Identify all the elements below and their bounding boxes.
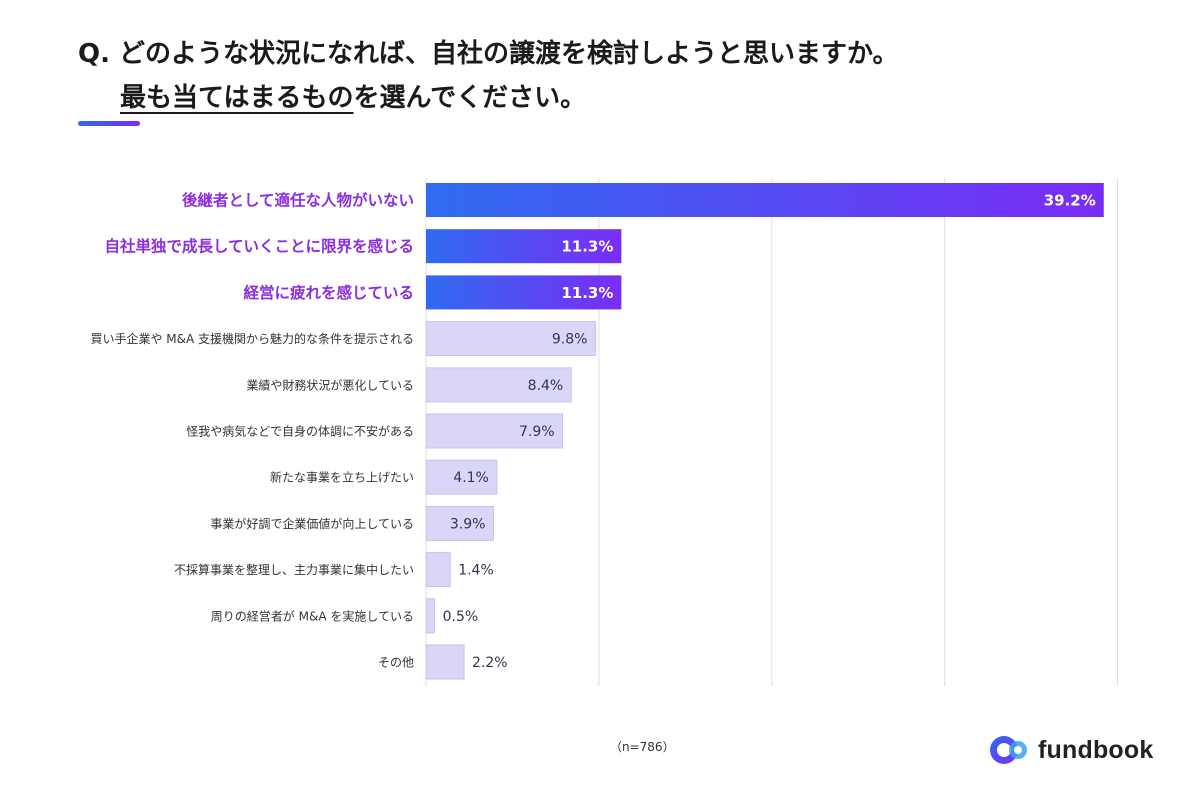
question-line-1: Q. どのような状況になれば、自社の譲渡を検討しようと思いますか。 — [78, 32, 899, 76]
value-label: 2.2% — [472, 655, 508, 671]
category-label: 周りの経営者が M&A を実施している — [211, 608, 414, 623]
question-line-2: 最も当てはまるものを選んでください。 — [78, 76, 899, 120]
category-label: 新たな事業を立ち上げたい — [270, 470, 414, 485]
value-label: 9.8% — [552, 332, 588, 348]
value-label: 11.3% — [561, 284, 613, 302]
value-label: 7.9% — [519, 424, 555, 440]
category-label: 後継者として適任な人物がいない — [182, 191, 414, 210]
value-label: 0.5% — [443, 609, 479, 625]
value-label: 8.4% — [528, 378, 564, 394]
bar — [425, 552, 451, 588]
value-label: 4.1% — [453, 470, 489, 486]
bar — [426, 275, 622, 310]
question-text-rest: を選んでください。 — [353, 83, 587, 113]
bar — [425, 598, 436, 634]
category-label: その他 — [378, 656, 414, 670]
category-label: 買い手企業や M&A 支援機関から魅力的な条件を提示される — [90, 331, 414, 346]
category-label: 経営に疲れを感じている — [243, 283, 414, 302]
category-label: 事業が好調で企業価値が向上している — [210, 516, 414, 531]
question-prefix: Q. — [78, 39, 110, 69]
category-label: 業績や財務状況が悪化している — [246, 377, 414, 392]
value-label: 3.9% — [450, 516, 486, 532]
value-label: 39.2% — [1044, 192, 1096, 210]
value-label: 11.3% — [561, 238, 613, 256]
fundbook-logo: fundbook — [988, 733, 1153, 767]
question-emphasis: 最も当てはまるもの — [120, 83, 354, 113]
title-accent-bar — [78, 121, 140, 126]
bar — [425, 459, 498, 495]
bar — [425, 644, 465, 680]
bar — [425, 367, 572, 403]
bar — [426, 183, 1104, 217]
category-label: 不採算事業を整理し、主力事業に集中したい — [174, 562, 414, 577]
question-text: どのような状況になれば、自社の譲渡を検討しようと思いますか。 — [119, 39, 899, 69]
value-label: 1.4% — [458, 563, 494, 579]
bar — [426, 229, 622, 264]
bar — [425, 413, 564, 449]
bar — [425, 321, 596, 357]
bar — [425, 505, 494, 541]
fundbook-logo-icon — [990, 736, 1027, 764]
fundbook-logo-text: fundbook — [1038, 735, 1154, 764]
chart-title: Q. どのような状況になれば、自社の譲渡を検討しようと思いますか。 最も当てはま… — [78, 32, 899, 120]
category-label: 怪我や病気などで自身の体調に不安がある — [186, 424, 414, 439]
category-label: 自社単独で成長していくことに限界を感じる — [104, 237, 414, 256]
sample-size-note: （n=786） — [610, 740, 675, 754]
